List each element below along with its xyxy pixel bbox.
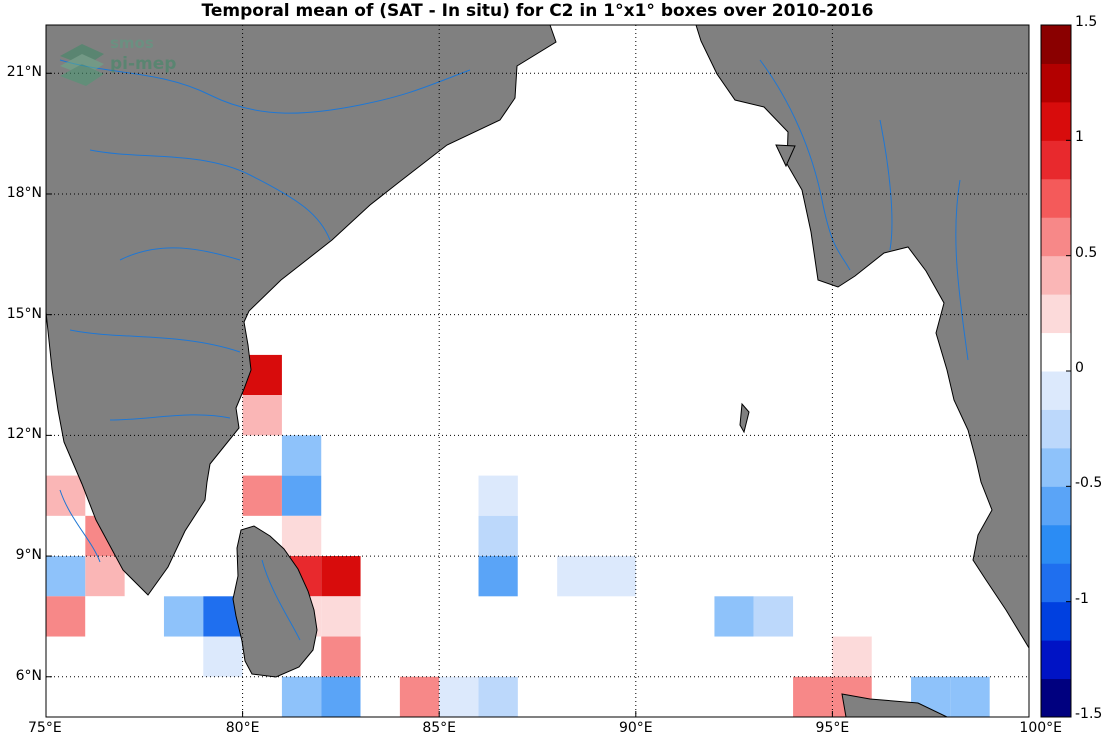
anomaly-cell <box>281 515 322 557</box>
anomaly-cell <box>321 556 361 597</box>
malay-tip <box>841 693 948 717</box>
anomaly-cell <box>281 435 322 476</box>
x-tick-label: 75°E <box>28 720 62 736</box>
colorbar-segment <box>1041 678 1071 718</box>
colorbar-segment <box>1041 332 1071 372</box>
anomaly-cell <box>478 556 518 597</box>
anomaly-cell <box>85 556 125 597</box>
anomaly-cell <box>478 676 518 717</box>
srilanka-island <box>232 525 318 678</box>
anomaly-cell <box>753 596 794 637</box>
anomaly-cell <box>163 596 204 637</box>
colorbar-segment <box>1041 140 1071 180</box>
logo-emblem-icon <box>60 44 104 86</box>
anomaly-cell <box>321 636 361 677</box>
y-tick-label: 18°N <box>6 184 42 201</box>
anomaly-cell <box>321 676 361 717</box>
colorbar-tick-label: -1 <box>1075 590 1089 607</box>
y-tick-label: 15°N <box>6 305 42 322</box>
india-landmass <box>46 25 557 596</box>
y-tick-label: 12°N <box>6 426 42 443</box>
x-tick-label: 100°E <box>1019 720 1062 736</box>
anomaly-cell <box>439 676 479 717</box>
colorbar-segment <box>1041 217 1071 257</box>
x-tick-label: 95°E <box>815 720 850 736</box>
colorbar-segment <box>1041 371 1071 410</box>
myanmar-landmass <box>695 25 1029 649</box>
anomaly-cell <box>793 676 833 717</box>
colorbar-tick-label: -1.5 <box>1075 706 1103 722</box>
anomaly-cell <box>321 596 361 637</box>
colorbar-tick-label: 1 <box>1075 129 1084 146</box>
anomaly-cell <box>478 515 518 557</box>
y-tick-label: 21°N <box>6 64 42 81</box>
land-masses <box>46 25 1029 717</box>
anomaly-cell <box>242 475 282 516</box>
anomaly-cell <box>203 636 243 677</box>
logo-text-bottom: pi-mep <box>110 54 177 74</box>
andaman-island <box>739 402 750 434</box>
anomaly-cell <box>950 676 990 717</box>
anomaly-cell <box>242 395 282 436</box>
colorbar-segment <box>1041 63 1071 103</box>
anomaly-cell <box>242 676 282 717</box>
rivers <box>59 59 969 641</box>
x-tick-label: 80°E <box>225 720 260 736</box>
colorbar-segment <box>1041 294 1071 334</box>
anomaly-cell <box>675 556 715 597</box>
logo-text-top: smos <box>110 34 154 52</box>
anomaly-cell <box>596 556 636 597</box>
colorbar-tick-label: 0.5 <box>1075 244 1098 261</box>
colorbar-segment <box>1041 524 1071 564</box>
smos-pimep-logo: smos pi-mep <box>56 34 206 90</box>
colorbar-segment <box>1041 409 1071 449</box>
anomaly-cell <box>46 596 86 637</box>
colorbar-segment <box>1041 486 1071 526</box>
map-title: Temporal mean of (SAT - In situ) for C2 … <box>201 1 874 21</box>
colorbar-segment <box>1041 255 1071 295</box>
colorbar <box>1040 24 1072 718</box>
anomaly-cell <box>478 475 518 516</box>
anomaly-cell <box>281 475 322 516</box>
colorbar-segment <box>1041 25 1071 64</box>
colorbar-segment <box>1041 447 1071 487</box>
anomaly-cell <box>399 676 440 717</box>
bay-island <box>775 144 796 168</box>
colorbar-segment <box>1041 601 1071 641</box>
map-frame <box>45 24 1030 718</box>
anomaly-cell <box>832 636 872 677</box>
colorbar-segment <box>1041 640 1071 680</box>
colorbar-segment <box>1041 563 1071 603</box>
colorbar-segment <box>1041 101 1071 141</box>
colorbar-tick-label: 1.5 <box>1075 14 1098 30</box>
anomaly-cell <box>46 556 86 597</box>
anomaly-cell <box>714 596 754 637</box>
axis-ticks <box>45 72 1030 717</box>
colorbar-tick-label: 0 <box>1075 360 1084 376</box>
anomaly-cell <box>360 676 400 717</box>
anomaly-cell <box>557 556 597 597</box>
anomaly-cell <box>281 676 322 717</box>
y-tick-label: 9°N <box>15 547 42 564</box>
y-tick-label: 6°N <box>15 667 42 684</box>
anomaly-cell <box>85 596 125 637</box>
x-tick-label: 90°E <box>618 720 653 736</box>
anomaly-cell <box>46 475 86 516</box>
x-tick-label: 85°E <box>422 720 457 736</box>
colorbar-tick-label: -0.5 <box>1075 475 1103 492</box>
anomaly-cell <box>517 556 558 597</box>
colorbar-segment <box>1041 178 1071 218</box>
